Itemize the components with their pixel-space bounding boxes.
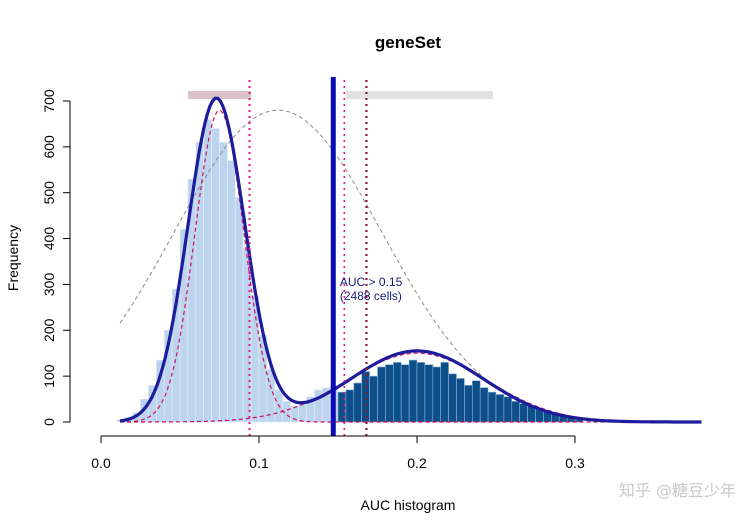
x-tick-label: 0.2 [407,455,427,471]
y-tick-label: 600 [41,135,57,159]
histogram-bar [448,373,457,423]
histogram-bar [369,375,378,423]
y-axis: 0 100 200 300 400 500 600 700 [41,89,71,426]
annotation-auc-threshold: AUC > 0.15 [340,275,403,289]
y-tick-label: 500 [41,181,57,205]
histogram-bar [298,403,307,423]
histogram-bar [345,389,355,423]
x-axis: 0.0 0.1 0.2 0.3 [91,435,585,471]
top-range-bars [187,91,493,100]
histogram-bar [503,396,513,423]
bars-high-auc [337,359,584,423]
watermark: 知乎 @糖豆少年 [619,481,736,500]
y-axis-title: Frequency [5,225,21,291]
x-tick-label: 0.0 [91,455,111,471]
histogram-bar [479,387,489,423]
histogram-bar [432,366,441,423]
y-tick-label: 700 [41,89,57,113]
histogram-bar [361,371,370,423]
single-gaussian-curve [119,109,702,423]
histogram-bar [227,160,236,423]
density-curves [119,96,702,424]
histogram-bar [377,366,386,423]
histogram-bar [511,401,520,423]
top-range-bar-right [345,91,493,100]
histogram-bar [400,364,410,423]
histogram-bar [495,394,505,423]
x-tick-label: 0.3 [565,455,585,471]
histogram-bar [353,382,362,423]
y-tick-label: 100 [41,364,57,388]
histogram-bar [235,196,244,423]
histogram-bar [313,389,323,423]
y-tick-label: 200 [41,318,57,342]
histogram-bar [416,362,426,423]
histogram-bar [487,391,497,423]
histogram-bar [424,364,434,423]
histogram-bar [203,119,212,423]
histogram-bar [456,378,465,423]
histogram-bar [440,362,449,423]
histogram-bar [195,141,205,423]
threshold-lines [248,77,368,436]
histogram-bar [408,359,418,423]
histogram-bar [211,128,220,423]
histogram-bar [219,141,228,423]
histogram-bar [385,364,394,423]
bars-low-auc [116,119,339,423]
x-axis-title: AUC histogram [361,497,456,513]
x-tick-label: 0.1 [249,455,269,471]
density-fit-curve [119,96,702,424]
y-tick-label: 300 [41,273,57,297]
histogram-bar [464,385,473,423]
histogram-bar [471,380,481,423]
histogram-bar [392,362,402,423]
y-tick-label: 0 [41,418,57,426]
chart-title: geneSet [375,33,441,52]
y-tick-label: 400 [41,227,57,251]
annotation-cell-count: (2488 cells) [340,289,402,303]
top-range-bar-left [187,91,252,100]
histogram-bar [519,403,528,423]
